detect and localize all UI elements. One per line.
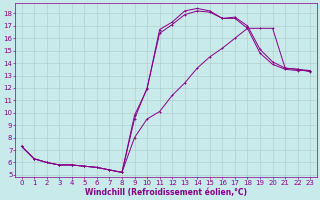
X-axis label: Windchill (Refroidissement éolien,°C): Windchill (Refroidissement éolien,°C) xyxy=(85,188,247,197)
